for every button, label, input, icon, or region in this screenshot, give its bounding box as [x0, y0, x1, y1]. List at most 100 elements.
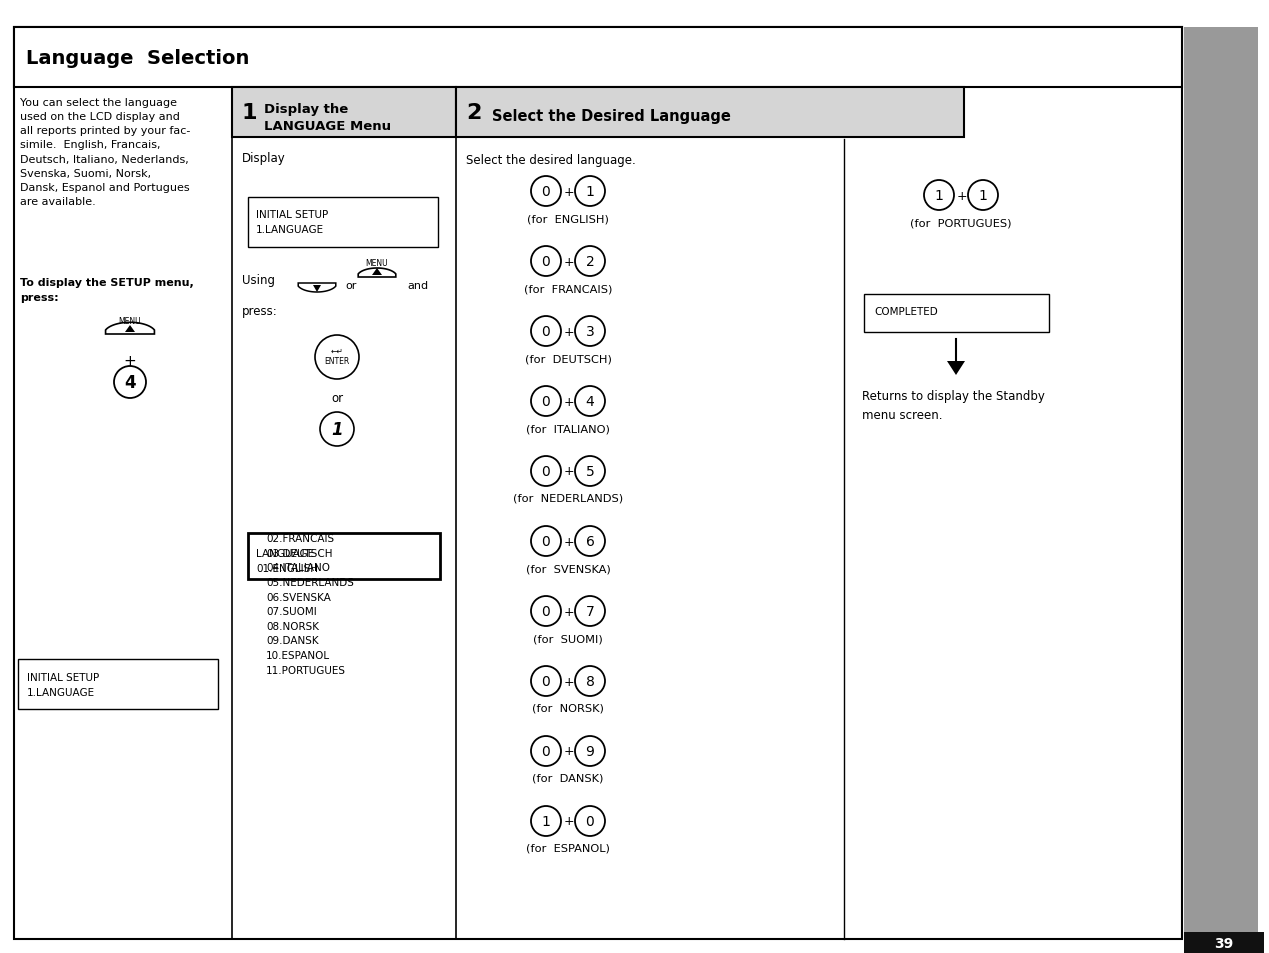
Text: (for  DEUTSCH): (for DEUTSCH)	[524, 354, 612, 364]
Bar	[1184, 932, 1264, 953]
Text: ←↵: ←↵	[331, 346, 344, 355]
Text: 0: 0	[542, 535, 551, 548]
Text: Select the desired language.: Select the desired language.	[466, 153, 636, 167]
Circle shape	[530, 316, 561, 347]
Text: MENU: MENU	[119, 316, 141, 325]
Circle shape	[530, 526, 561, 557]
Text: 0: 0	[585, 814, 594, 828]
Circle shape	[530, 456, 561, 486]
Text: 2: 2	[466, 103, 481, 123]
Text: 1: 1	[242, 103, 258, 123]
Circle shape	[530, 737, 561, 766]
Text: Select the Desired Language: Select the Desired Language	[492, 109, 731, 124]
Text: Display: Display	[242, 152, 286, 165]
Text: 0: 0	[542, 604, 551, 618]
Circle shape	[575, 526, 605, 557]
Text: +: +	[563, 675, 575, 688]
Text: +: +	[563, 465, 575, 478]
Circle shape	[968, 181, 997, 211]
Circle shape	[575, 737, 605, 766]
Circle shape	[530, 247, 561, 276]
Polygon shape	[313, 286, 321, 293]
Bar	[18, 659, 218, 709]
Text: COMPLETED: COMPLETED	[874, 307, 938, 316]
Text: Display the
LANGUAGE Menu: Display the LANGUAGE Menu	[264, 103, 391, 133]
Text: +: +	[123, 355, 136, 369]
Text: +: +	[957, 190, 967, 202]
Circle shape	[575, 177, 605, 207]
Polygon shape	[372, 269, 382, 275]
Text: 9: 9	[585, 744, 594, 759]
Text: (for  FRANCAIS): (for FRANCAIS)	[524, 284, 612, 294]
Bar	[232, 88, 456, 138]
Polygon shape	[947, 361, 964, 375]
Circle shape	[575, 597, 605, 626]
Circle shape	[575, 387, 605, 416]
Text: Language  Selection: Language Selection	[25, 49, 250, 68]
Text: (for  SVENSKA): (for SVENSKA)	[525, 563, 610, 574]
Text: or: or	[345, 281, 357, 291]
Text: LANGUAGE
01.ENGLISH: LANGUAGE 01.ENGLISH	[256, 548, 319, 574]
Text: +: +	[563, 325, 575, 338]
Text: INITIAL SETUP
1.LANGUAGE: INITIAL SETUP 1.LANGUAGE	[256, 210, 329, 235]
Text: 4: 4	[585, 395, 594, 409]
Text: +: +	[563, 255, 575, 268]
Bar	[247, 198, 438, 248]
Text: 1: 1	[934, 189, 943, 203]
Text: and: and	[407, 281, 428, 291]
Text: (for  DANSK): (for DANSK)	[532, 773, 604, 783]
Text: 0: 0	[542, 464, 551, 478]
Text: (for  PORTUGUES): (for PORTUGUES)	[910, 218, 1011, 228]
Text: Using: Using	[242, 274, 275, 287]
Circle shape	[320, 413, 354, 447]
Text: 1: 1	[585, 185, 594, 199]
Text: 0: 0	[542, 185, 551, 199]
Polygon shape	[105, 323, 155, 335]
Text: +: +	[563, 605, 575, 618]
Circle shape	[530, 387, 561, 416]
Text: 0: 0	[542, 744, 551, 759]
Text: 3: 3	[585, 325, 594, 338]
Text: 0: 0	[542, 325, 551, 338]
Text: +: +	[563, 395, 575, 408]
Polygon shape	[298, 284, 336, 293]
Text: +: +	[563, 744, 575, 758]
Circle shape	[530, 666, 561, 697]
Text: 2: 2	[585, 254, 594, 269]
Text: 1: 1	[331, 420, 343, 438]
Text: 1: 1	[542, 814, 551, 828]
Text: +: +	[563, 535, 575, 548]
Polygon shape	[126, 326, 135, 333]
Text: MENU: MENU	[365, 259, 388, 268]
Text: To display the SETUP menu,
press:: To display the SETUP menu, press:	[20, 277, 194, 302]
Text: (for  ENGLISH): (for ENGLISH)	[527, 213, 609, 224]
Bar	[1184, 28, 1258, 939]
Text: (for  ESPANOL): (for ESPANOL)	[527, 843, 610, 853]
Text: 02.FRANCAIS
03.DEUTSCH
04.ITALIANO
05.NEDERLANDS
06.SVENSKA
07.SUOMI
08.NORSK
09: 02.FRANCAIS 03.DEUTSCH 04.ITALIANO 05.NE…	[266, 534, 354, 675]
Text: or: or	[331, 392, 343, 405]
Text: 1: 1	[978, 189, 987, 203]
Circle shape	[575, 316, 605, 347]
Text: (for  SUOMI): (for SUOMI)	[533, 634, 603, 643]
Circle shape	[924, 181, 954, 211]
Text: 7: 7	[585, 604, 594, 618]
Circle shape	[530, 177, 561, 207]
Text: press:: press:	[242, 305, 278, 317]
Circle shape	[315, 335, 359, 379]
Circle shape	[575, 666, 605, 697]
Text: 6: 6	[585, 535, 594, 548]
Text: (for  ITALIANO): (for ITALIANO)	[527, 423, 610, 434]
Text: +: +	[563, 815, 575, 827]
Circle shape	[530, 597, 561, 626]
Text: 4: 4	[124, 374, 136, 392]
Text: You can select the language
used on the LCD display and
all reports printed by y: You can select the language used on the …	[20, 98, 190, 207]
Text: 8: 8	[585, 675, 594, 688]
Bar	[456, 88, 964, 138]
Text: Returns to display the Standby
menu screen.: Returns to display the Standby menu scre…	[862, 390, 1044, 421]
Text: 39: 39	[1214, 936, 1233, 950]
Text: INITIAL SETUP
1.LANGUAGE: INITIAL SETUP 1.LANGUAGE	[27, 672, 99, 698]
Circle shape	[575, 456, 605, 486]
Text: 5: 5	[585, 464, 594, 478]
Bar	[14, 28, 1181, 88]
Text: 0: 0	[542, 395, 551, 409]
